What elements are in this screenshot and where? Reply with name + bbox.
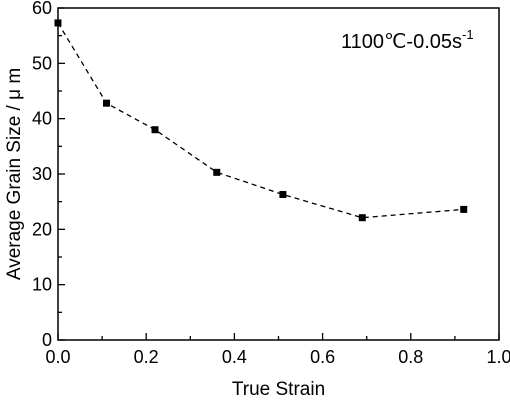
x-tick-label: 0.8: [398, 347, 423, 367]
x-tick-label: 0.2: [134, 347, 159, 367]
x-tick-label: 0.4: [222, 347, 247, 367]
y-tick-label: 0: [42, 330, 52, 350]
condition-annotation: 1100℃-0.05s: [341, 31, 462, 53]
data-point-marker: [103, 99, 111, 107]
data-point-marker: [460, 205, 468, 213]
y-tick-label: 20: [32, 219, 52, 239]
x-axis-title: True Strain: [232, 379, 325, 400]
y-tick-label: 60: [32, 0, 52, 18]
axis-ticks: [57, 7, 500, 341]
axis-tick-labels: 0.0 0.2 0.4 0.6 0.8 1.0 0 10 20 30 40 50 60: [32, 0, 510, 367]
x-tick-label: 0.0: [45, 347, 70, 367]
y-tick-label: 50: [32, 53, 52, 73]
condition-annotation-superscript: -1: [462, 27, 474, 42]
y-tick-label: 30: [32, 164, 52, 184]
data-point-marker: [54, 19, 62, 27]
data-point-marker: [213, 168, 221, 176]
y-axis-title: Average Grain Size / μ m: [4, 68, 25, 280]
plot-frame: [57, 7, 500, 341]
data-point-marker: [279, 190, 287, 198]
data-point-marker: [358, 214, 366, 222]
data-point-marker: [151, 126, 159, 134]
y-tick-label: 40: [32, 109, 52, 129]
series-markers: [54, 19, 468, 222]
y-tick-label: 10: [32, 275, 52, 295]
x-tick-label: 0.6: [310, 347, 335, 367]
x-tick-label: 1.0: [486, 347, 510, 367]
